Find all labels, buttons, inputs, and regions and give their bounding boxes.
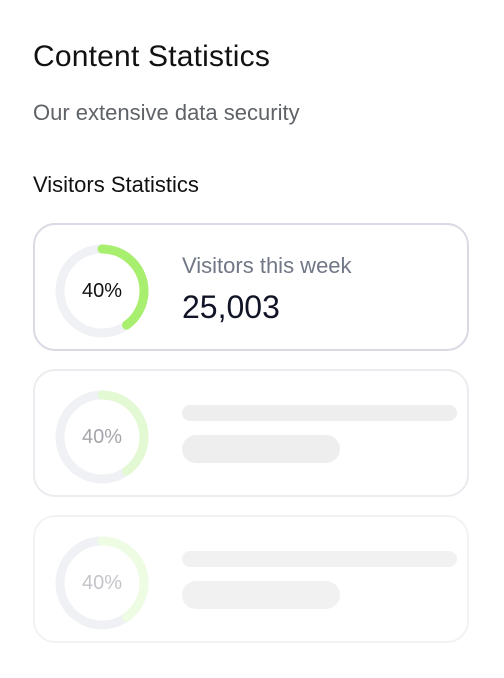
stat-value: 25,003 xyxy=(182,289,280,325)
skeleton-line xyxy=(182,551,457,567)
page-subtitle: Our extensive data security xyxy=(33,100,300,125)
visitors-stat-card[interactable]: 40% Visitors this week 25,003 xyxy=(33,223,469,351)
skeleton-stat-card: 40% xyxy=(33,515,469,643)
stat-label: Visitors this week xyxy=(182,253,352,278)
skeleton-line xyxy=(182,435,340,463)
progress-ring-arc xyxy=(55,390,149,484)
skeleton-stat-card: 40% xyxy=(33,369,469,497)
progress-ring xyxy=(55,536,149,630)
progress-percent: 40% xyxy=(81,279,123,302)
progress-ring xyxy=(55,244,149,338)
progress-ring-arc xyxy=(55,244,149,338)
skeleton-line xyxy=(182,405,457,421)
section-title: Visitors Statistics xyxy=(33,172,199,197)
progress-percent: 40% xyxy=(81,425,123,448)
progress-percent: 40% xyxy=(81,571,123,594)
progress-ring xyxy=(55,390,149,484)
page-title: Content Statistics xyxy=(33,40,271,73)
skeleton-line xyxy=(182,581,340,609)
progress-ring-arc xyxy=(55,536,149,630)
